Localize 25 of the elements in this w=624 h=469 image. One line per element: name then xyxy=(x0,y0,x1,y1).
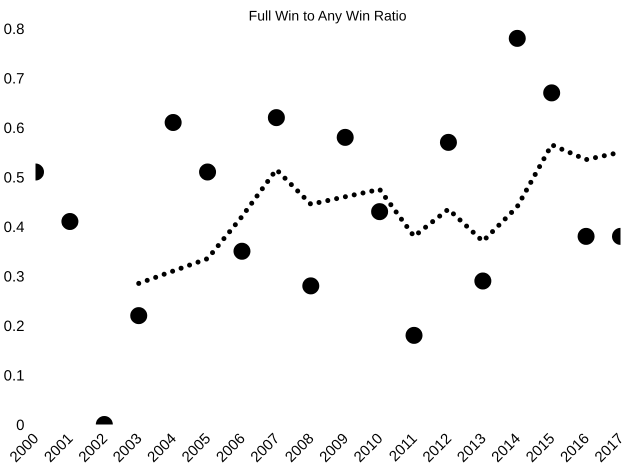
point xyxy=(233,242,250,260)
point xyxy=(543,84,560,102)
point xyxy=(268,109,285,126)
point xyxy=(302,277,320,294)
point xyxy=(578,228,595,245)
y-tick-label: 0 xyxy=(16,417,24,434)
point xyxy=(164,114,182,132)
y-tick-label: 0.2 xyxy=(4,318,25,335)
chart-title: Full Win to Any Win Ratio xyxy=(248,8,407,24)
point xyxy=(336,128,354,146)
point xyxy=(130,307,148,324)
y-tick-label: 0.3 xyxy=(4,268,25,286)
y-tick-label: 0.5 xyxy=(4,170,25,186)
point xyxy=(199,164,216,181)
y-tick-label: 0.1 xyxy=(4,368,25,384)
y-tick-label: 0.8 xyxy=(4,21,25,38)
y-tick-label: 0.7 xyxy=(4,70,25,88)
point xyxy=(61,213,78,230)
point xyxy=(371,203,388,220)
point xyxy=(474,272,492,290)
y-tick-label: 0.6 xyxy=(4,120,25,137)
point xyxy=(508,30,526,47)
point xyxy=(406,326,423,344)
point xyxy=(440,134,457,151)
y-tick-label: 0.4 xyxy=(4,219,25,236)
